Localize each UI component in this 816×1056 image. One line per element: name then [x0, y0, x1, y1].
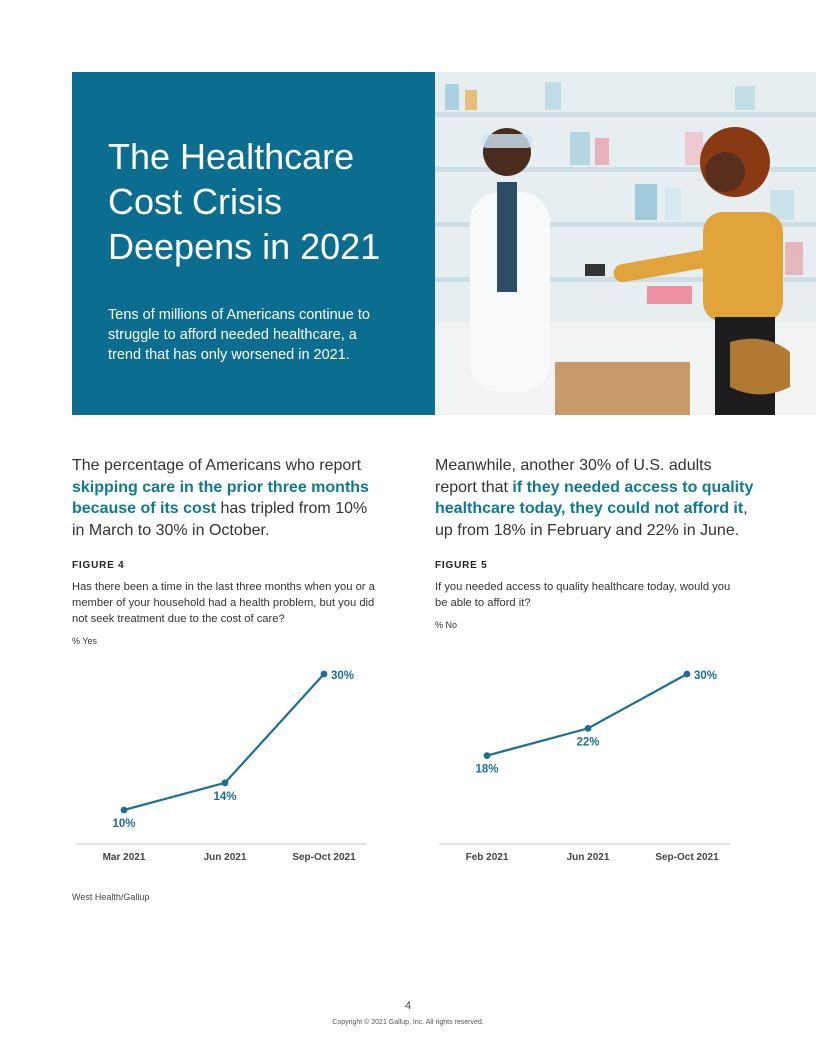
data-point	[584, 725, 592, 732]
figure4-label: FIGURE 4	[72, 560, 125, 571]
data-label: 14%	[213, 791, 236, 803]
data-label: 30%	[331, 670, 354, 682]
intro-left: The percentage of Americans who report s…	[72, 457, 369, 539]
figure5-unit: % No	[435, 620, 458, 630]
hero-subtitle: Tens of millions of Americans continue t…	[108, 307, 370, 363]
x-tick-label: Sep-Oct 2021	[655, 852, 719, 863]
data-point	[683, 670, 691, 678]
figure4-question: Has there been a time in the last three …	[72, 581, 375, 625]
x-tick-label: Mar 2021	[103, 852, 146, 863]
hero-panel: The Healthcare Cost Crisis Deepens in 20…	[72, 72, 435, 415]
data-label: 22%	[576, 736, 599, 748]
data-point	[483, 752, 491, 759]
figure4-unit: % Yes	[72, 636, 98, 646]
pharmacy-photo	[435, 72, 816, 415]
x-tick-label: Sep-Oct 2021	[292, 852, 356, 863]
figure5-question: If you needed access to quality healthca…	[435, 581, 731, 609]
source-note: West Health/Gallup	[72, 892, 150, 902]
data-label: 18%	[475, 764, 498, 776]
figure5-chart: 18% 22% 30% Feb 2021 Jun 2021 Sep-Oct 2021	[439, 670, 730, 863]
x-tick-label: Feb 2021	[466, 852, 509, 863]
series-line	[123, 673, 325, 812]
x-tick-label: Jun 2021	[567, 852, 610, 863]
data-point	[221, 779, 229, 787]
copyright: Copyright © 2021 Gallup, Inc. All rights…	[332, 1019, 484, 1026]
x-tick-label: Jun 2021	[204, 852, 247, 863]
data-label: 10%	[112, 818, 135, 830]
page-number: 4	[404, 1000, 412, 1012]
intro-right: Meanwhile, another 30% of U.S. adults re…	[435, 457, 754, 539]
figure5-label: FIGURE 5	[435, 560, 488, 571]
data-point	[320, 670, 328, 678]
page-title: The Healthcare Cost Crisis Deepens in 20…	[108, 136, 381, 267]
figure4-chart: 10% 14% 30% Mar 2021 Jun 2021 Sep-Oct 2021	[76, 670, 367, 863]
data-point	[120, 806, 128, 814]
data-label: 30%	[694, 670, 717, 682]
